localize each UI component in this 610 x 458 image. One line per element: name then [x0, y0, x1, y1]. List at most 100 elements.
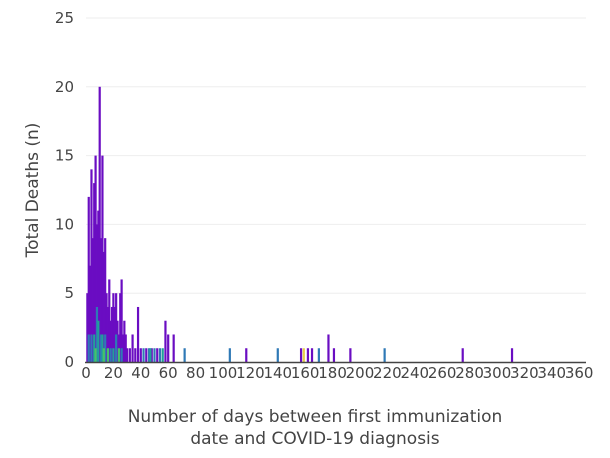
- bar-75: [106, 348, 110, 362]
- gridlines: [86, 17, 586, 294]
- bar-31: [131, 334, 134, 362]
- y-axis-label: Total Deaths (n): [23, 123, 43, 259]
- bar-32: [134, 348, 137, 362]
- bar-44: [310, 348, 314, 362]
- bar-60: [153, 348, 156, 362]
- bar-19: [112, 293, 115, 362]
- bar-38: [164, 320, 167, 362]
- bar-76: [117, 348, 120, 362]
- x-tick-20: 20: [104, 364, 123, 382]
- y-tick-10: 10: [55, 215, 74, 233]
- bar-77: [302, 348, 305, 362]
- bar-68: [97, 320, 100, 362]
- x-tick-320: 320: [510, 364, 539, 382]
- bar-25: [120, 279, 123, 362]
- bar-53: [99, 334, 103, 362]
- bar-24: [119, 293, 122, 362]
- bar-64: [276, 348, 279, 362]
- bar-45: [327, 334, 330, 362]
- bar-28: [124, 334, 127, 362]
- bar-13: [104, 238, 107, 362]
- bar-47: [349, 348, 352, 362]
- bar-18: [110, 306, 114, 362]
- y-tick-labels: 0 5 10 15 20 25: [55, 9, 74, 371]
- bar-27: [123, 320, 126, 362]
- bar-34: [139, 348, 142, 362]
- x-tick-220: 220: [373, 364, 402, 382]
- bar-16: [108, 279, 111, 362]
- y-tick-5: 5: [64, 284, 74, 302]
- y-tick-25: 25: [55, 9, 74, 27]
- bar-69: [101, 334, 104, 362]
- bar-20: [113, 306, 116, 362]
- x-tick-300: 300: [483, 364, 512, 382]
- x-tick-100: 100: [209, 364, 238, 382]
- x-tick-360: 360: [565, 364, 594, 382]
- bar-35: [145, 348, 148, 362]
- bar-43: [306, 348, 310, 362]
- bar-12: [102, 251, 105, 362]
- bar-1: [87, 196, 90, 362]
- bar-56: [115, 334, 118, 362]
- bar-10: [99, 238, 103, 362]
- x-tick-280: 280: [455, 364, 484, 382]
- bar-14: [105, 293, 108, 362]
- x-tick-60: 60: [159, 364, 178, 382]
- bar-17: [109, 320, 112, 362]
- x-tick-80: 80: [186, 364, 205, 382]
- bar-65: [317, 348, 320, 362]
- bar-21: [115, 293, 118, 362]
- x-tick-140: 140: [263, 364, 292, 382]
- bar-73: [94, 348, 97, 362]
- bar-72: [161, 348, 164, 362]
- bar-52: [95, 306, 99, 362]
- bar-26: [121, 334, 125, 362]
- bar-39: [167, 334, 170, 362]
- bar-74: [102, 348, 105, 362]
- bar-11: [101, 155, 104, 362]
- bar-51: [90, 334, 93, 362]
- bar-7: [95, 224, 99, 362]
- bar-40: [172, 334, 175, 362]
- bar-22: [116, 320, 119, 362]
- bar-0: [86, 293, 89, 362]
- x-tick-340: 340: [537, 364, 566, 382]
- bar-3: [90, 169, 93, 362]
- y-tick-20: 20: [55, 78, 74, 96]
- x-tick-labels: 0 20 40 60 80 1001201401601802002202402602803…: [81, 364, 593, 382]
- bar-59: [147, 348, 151, 362]
- bar-54: [104, 334, 107, 362]
- bar-42: [299, 348, 303, 362]
- bar-37: [156, 348, 159, 362]
- bar-70: [112, 348, 115, 362]
- bar-63: [228, 348, 231, 362]
- bar-41: [245, 348, 248, 362]
- y-tick-15: 15: [55, 147, 74, 165]
- bar-8: [97, 210, 100, 362]
- x-tick-180: 180: [318, 364, 347, 382]
- bar-6: [94, 155, 97, 362]
- bar-71: [149, 348, 152, 362]
- x-tick-0: 0: [81, 364, 91, 382]
- x-tick-200: 200: [346, 364, 375, 382]
- bar-9: [98, 86, 101, 363]
- x-tick-40: 40: [131, 364, 150, 382]
- x-axis-label: Number of days between first immunizatio…: [100, 406, 530, 450]
- x-axis-label-line-2: date and COVID-19 diagnosis: [190, 429, 440, 449]
- bar-48: [461, 348, 464, 362]
- x-tick-160: 160: [291, 364, 320, 382]
- x-axis-label-line-1: Number of days between first immunizatio…: [127, 407, 503, 427]
- x-tick-120: 120: [236, 364, 265, 382]
- bar-67: [93, 334, 96, 362]
- bar-62: [183, 348, 186, 362]
- bar-30: [128, 348, 131, 362]
- bar-29: [125, 348, 129, 362]
- bar-5: [93, 183, 96, 362]
- bar-46: [332, 348, 336, 362]
- bar-66: [383, 348, 386, 362]
- y-tick-0: 0: [64, 353, 74, 371]
- bar-50: [87, 334, 90, 362]
- bars: [86, 86, 514, 363]
- bar-2: [89, 265, 92, 362]
